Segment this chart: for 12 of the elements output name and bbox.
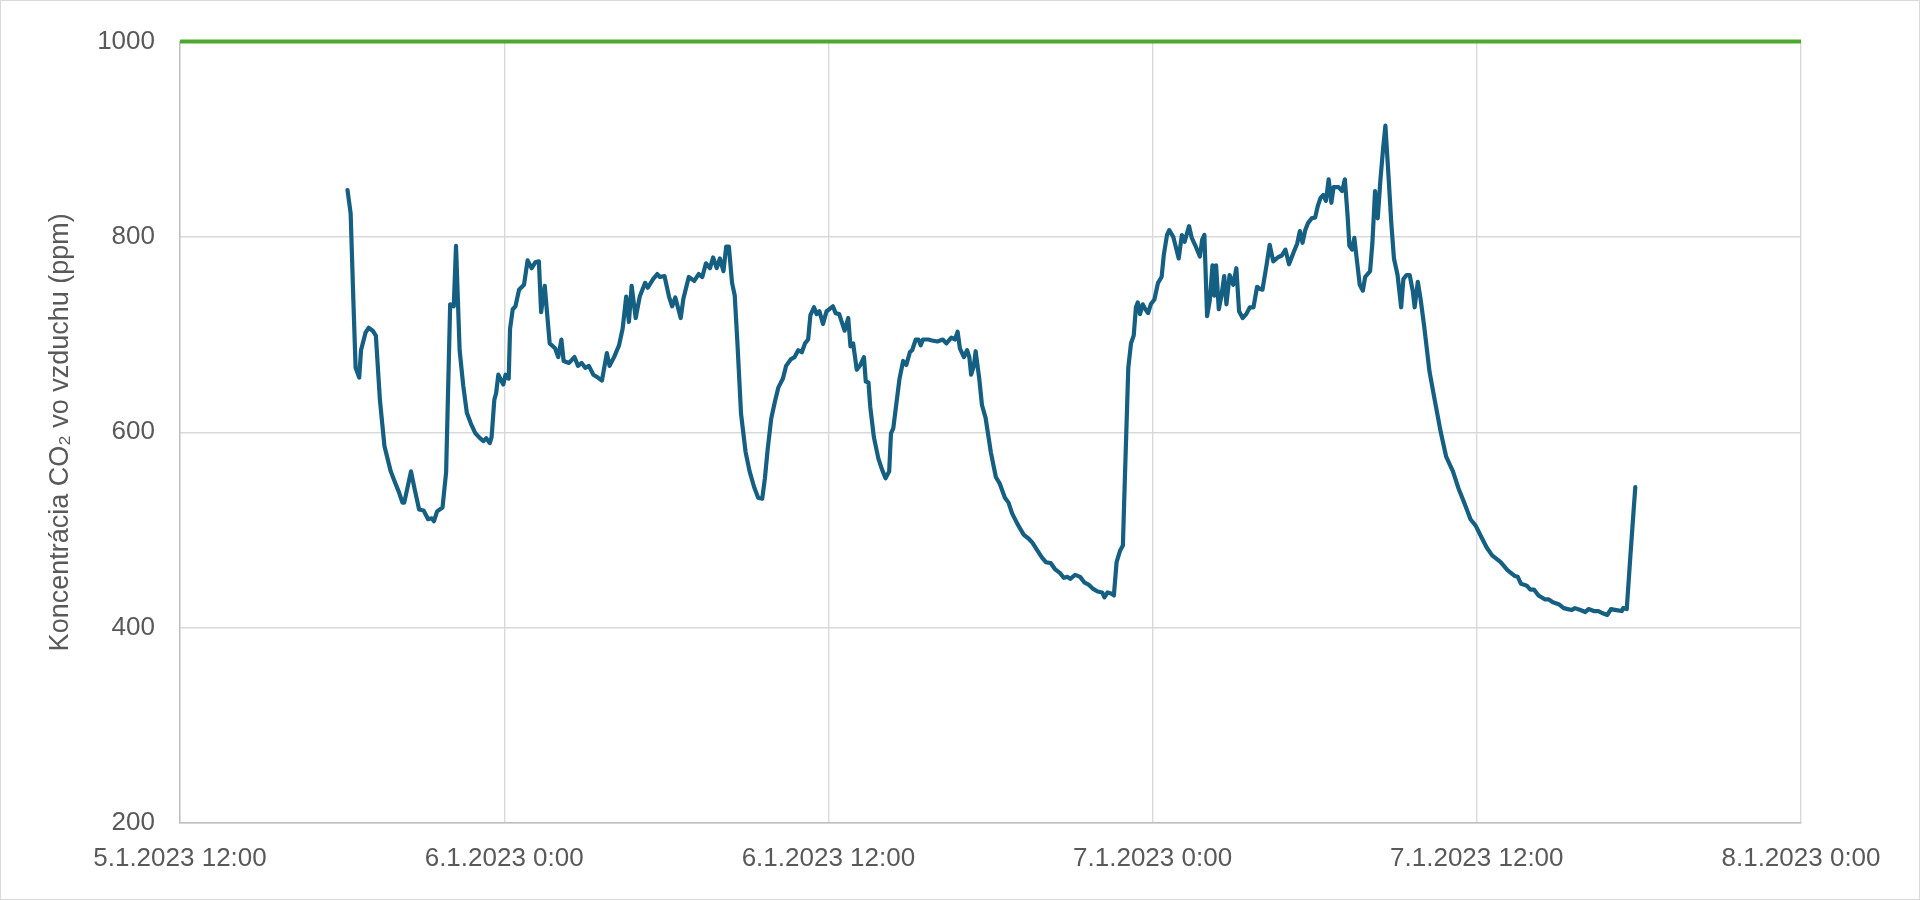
x-tick-label: 7.1.2023 12:00	[1390, 841, 1564, 872]
y-tick-label: 200	[111, 806, 155, 837]
x-tick-label: 5.1.2023 12:00	[93, 841, 267, 872]
x-tick-label: 6.1.2023 12:00	[741, 841, 916, 872]
x-tick-label: 7.1.2023 0:00	[1073, 841, 1233, 872]
x-tick-label: 8.1.2023 0:00	[1721, 841, 1881, 872]
x-tick-label: 6.1.2023 0:00	[424, 841, 584, 872]
y-tick-label: 1000	[97, 24, 155, 55]
y-tick-label: 400	[111, 610, 155, 641]
y-axis-title: Koncentrácia CO₂ vo vzduchu (ppm)	[43, 213, 74, 652]
y-tick-label: 800	[111, 220, 155, 251]
y-tick-label: 600	[111, 415, 155, 446]
